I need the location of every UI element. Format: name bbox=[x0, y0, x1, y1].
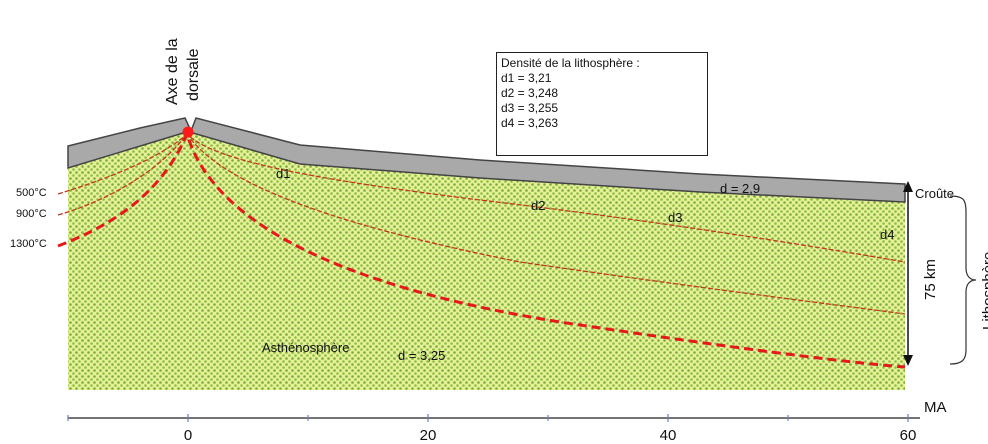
legend-entry-d1: d1 = 3,21 bbox=[501, 71, 552, 85]
mantle-body bbox=[68, 133, 905, 390]
isotherm-1300 bbox=[57, 129, 906, 369]
x-tick-label-40: 40 bbox=[660, 427, 677, 444]
thickness-arrow-head-top bbox=[903, 181, 913, 192]
legend-entry-d3: d3 = 3,255 bbox=[501, 101, 559, 115]
asthenosphere-density-label: d = 3,25 bbox=[398, 348, 445, 363]
x-axis-unit: MA bbox=[924, 399, 947, 416]
temperature-label-1300: 1300°C bbox=[10, 238, 47, 250]
legend-entry-d2: d2 = 3,248 bbox=[501, 86, 559, 100]
zone-label-d1: d1 bbox=[276, 166, 290, 181]
legend-entry-d4: d4 = 3,263 bbox=[501, 116, 559, 130]
zone-label-d2: d2 bbox=[531, 198, 545, 213]
thickness-label: 75 km bbox=[922, 259, 939, 300]
thickness-arrow-head-bottom bbox=[903, 355, 913, 366]
zone-label-d4: d4 bbox=[880, 227, 894, 242]
crust-density-label: d = 2,9 bbox=[720, 181, 760, 196]
legend-title: Densité de la lithosphère : bbox=[501, 56, 640, 70]
density-legend: Densité de la lithosphère : d1 = 3,21 d2… bbox=[496, 52, 708, 156]
lithosphere-label: Lithosphère bbox=[980, 252, 988, 330]
zone-label-d3: d3 bbox=[668, 210, 682, 225]
axis-label-line2: dorsale bbox=[185, 48, 202, 101]
temperature-label-900: 900°C bbox=[16, 208, 47, 220]
ridge-axis-marker bbox=[182, 126, 194, 138]
x-tick-label-20: 20 bbox=[420, 427, 437, 444]
isotherm-500 bbox=[57, 133, 906, 263]
isotherm-900 bbox=[57, 132, 906, 315]
asthenosphere-label: Asthénosphère bbox=[262, 340, 349, 355]
lithosphere-brace bbox=[949, 195, 977, 365]
x-tick-label-0: 0 bbox=[184, 427, 192, 444]
temperature-label-500: 500°C bbox=[16, 187, 47, 199]
x-tick-label-60: 60 bbox=[900, 427, 917, 444]
axis-label-line1: Axe de la bbox=[164, 38, 181, 105]
crust-side-label: Croûte bbox=[915, 186, 954, 201]
